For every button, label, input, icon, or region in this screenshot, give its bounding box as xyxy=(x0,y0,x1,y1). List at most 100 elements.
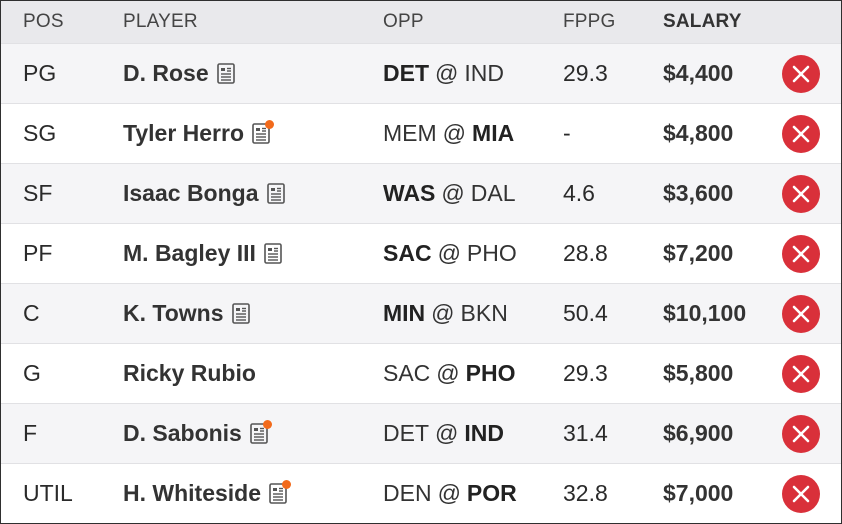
salary-cell: $5,800 xyxy=(663,360,734,386)
fppg-cell: 29.3 xyxy=(563,360,608,386)
matchup-cell: DET @ IND xyxy=(383,60,504,87)
player-news-icon[interactable] xyxy=(250,420,272,444)
player-name[interactable]: D. Sabonis xyxy=(123,420,242,446)
player-cell: D. Sabonis xyxy=(123,420,272,447)
player-cell: Tyler Herro xyxy=(123,120,275,147)
table-row[interactable]: PG D. Rose DET @ IND 29.3 $4,400 xyxy=(1,43,841,103)
table-row[interactable]: G Ricky Rubio SAC @ PHO 29.3 $5,800 xyxy=(1,343,841,403)
player-news-icon[interactable] xyxy=(252,120,275,144)
away-team: SAC xyxy=(383,360,431,386)
away-team: MEM xyxy=(383,120,437,146)
home-team: POR xyxy=(466,480,517,506)
player-cell: D. Rose xyxy=(123,60,235,87)
close-icon xyxy=(792,485,810,502)
position-cell: PF xyxy=(23,240,53,266)
player-cell: K. Towns xyxy=(123,300,250,327)
player-news-icon[interactable] xyxy=(231,303,250,324)
news-alert-dot-icon xyxy=(265,120,275,129)
away-team: WAS xyxy=(383,180,436,206)
header-fppg[interactable]: FPPG xyxy=(563,11,616,32)
header-pos[interactable]: POS xyxy=(23,11,64,32)
close-icon xyxy=(792,65,810,82)
close-icon xyxy=(792,425,810,442)
remove-player-button[interactable] xyxy=(782,114,820,153)
player-news-icon[interactable] xyxy=(266,183,285,204)
table-header: POS PLAYER OPP FPPG SALARY xyxy=(1,1,841,43)
player-news-icon[interactable] xyxy=(216,63,235,84)
at-separator: @ xyxy=(435,420,459,446)
remove-player-button[interactable] xyxy=(782,234,820,273)
player-cell: Ricky Rubio xyxy=(123,360,256,387)
home-team: MIA xyxy=(472,120,515,146)
matchup-cell: SAC @ PHO xyxy=(383,360,516,387)
table-row[interactable]: UTIL H. Whiteside DEN @ POR 32.8 $7,000 xyxy=(1,463,841,523)
table-row[interactable]: PF M. Bagley III SAC @ PHO 28.8 $7,200 xyxy=(1,223,841,283)
remove-player-button[interactable] xyxy=(782,474,820,513)
table-row[interactable]: SF Isaac Bonga WAS @ DAL 4.6 $3,600 xyxy=(1,163,841,223)
table-row[interactable]: F D. Sabonis DET @ IND 31.4 $6,900 xyxy=(1,403,841,463)
header-player[interactable]: PLAYER xyxy=(123,11,198,32)
close-icon xyxy=(792,245,810,262)
matchup-cell: DEN @ POR xyxy=(383,480,517,507)
news-alert-dot-icon xyxy=(262,420,272,429)
at-separator: @ xyxy=(437,240,461,266)
fppg-cell: 50.4 xyxy=(563,300,608,326)
at-separator: @ xyxy=(442,120,467,146)
player-news-icon[interactable] xyxy=(269,480,292,504)
player-cell: H. Whiteside xyxy=(123,480,292,507)
player-cell: Isaac Bonga xyxy=(123,180,285,207)
matchup-cell: MIN @ BKN xyxy=(383,300,508,327)
player-cell: M. Bagley III xyxy=(123,240,282,267)
matchup-cell: MEM @ MIA xyxy=(383,120,514,147)
salary-cell: $3,600 xyxy=(663,180,734,206)
home-team: BKN xyxy=(460,300,508,326)
player-name[interactable]: M. Bagley III xyxy=(123,240,256,266)
remove-player-button[interactable] xyxy=(782,354,820,393)
home-team: IND xyxy=(464,420,504,446)
home-team: IND xyxy=(464,60,504,86)
table-row[interactable]: C K. Towns MIN @ BKN 50.4 $10,100 xyxy=(1,283,841,343)
salary-cell: $4,400 xyxy=(663,60,734,86)
close-icon xyxy=(792,125,810,142)
away-team: SAC xyxy=(383,240,432,266)
table-row[interactable]: SG Tyler Herro MEM @ MIA - $4,800 xyxy=(1,103,841,163)
fppg-cell: - xyxy=(563,120,571,146)
position-cell: F xyxy=(23,420,38,446)
header-opp[interactable]: OPP xyxy=(383,11,424,32)
position-cell: SG xyxy=(23,120,57,146)
player-name[interactable]: H. Whiteside xyxy=(123,480,262,506)
fppg-cell: 31.4 xyxy=(563,420,608,446)
player-news-icon[interactable] xyxy=(264,243,282,264)
fppg-cell: 29.3 xyxy=(563,60,608,86)
close-icon xyxy=(792,305,810,322)
salary-cell: $4,800 xyxy=(663,120,734,146)
fppg-cell: 4.6 xyxy=(563,180,595,206)
header-salary[interactable]: SALARY xyxy=(663,11,742,32)
player-name[interactable]: Isaac Bonga xyxy=(123,180,259,206)
news-alert-dot-icon xyxy=(282,480,292,489)
close-icon xyxy=(792,185,810,202)
salary-cell: $6,900 xyxy=(663,420,734,446)
remove-player-button[interactable] xyxy=(782,294,820,333)
position-cell: G xyxy=(23,360,41,386)
remove-player-button[interactable] xyxy=(782,54,820,93)
player-name[interactable]: Tyler Herro xyxy=(123,120,245,146)
at-separator: @ xyxy=(436,360,460,386)
remove-player-button[interactable] xyxy=(782,174,820,213)
salary-cell: $10,100 xyxy=(663,300,747,326)
at-separator: @ xyxy=(435,60,459,86)
player-name[interactable]: Ricky Rubio xyxy=(123,360,256,386)
player-name[interactable]: K. Towns xyxy=(123,300,224,326)
away-team: DEN xyxy=(383,480,432,506)
away-team: DET xyxy=(383,60,429,86)
position-cell: UTIL xyxy=(23,480,73,506)
home-team: PHO xyxy=(465,360,516,386)
home-team: PHO xyxy=(466,240,517,266)
player-name[interactable]: D. Rose xyxy=(123,60,209,86)
remove-player-button[interactable] xyxy=(782,414,820,453)
home-team: DAL xyxy=(470,180,516,206)
matchup-cell: DET @ IND xyxy=(383,420,504,447)
position-cell: PG xyxy=(23,60,57,86)
at-separator: @ xyxy=(441,180,465,206)
at-separator: @ xyxy=(437,480,461,506)
